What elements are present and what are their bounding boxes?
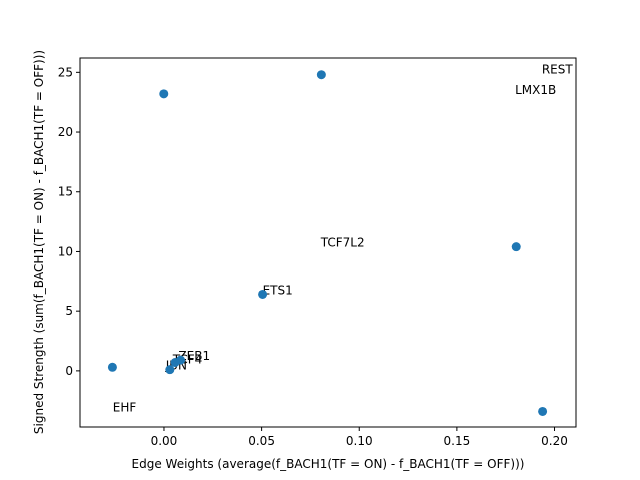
data-point	[538, 406, 548, 416]
point-annotation: EHF	[113, 400, 137, 414]
point-annotation: TCF7L2	[320, 236, 365, 250]
data-point	[258, 289, 268, 299]
y-axis: 0 5 10 15 20 25	[58, 65, 80, 378]
plot-frame	[79, 57, 577, 428]
data-point	[316, 70, 326, 80]
y-tick-label: 10	[58, 244, 73, 258]
y-axis-label: Signed Strength (sum(f_BACH1(TF = ON) - …	[32, 50, 46, 434]
y-tick-label: 25	[58, 65, 73, 79]
x-tick-label: 0.10	[346, 434, 373, 448]
plot-area	[80, 58, 576, 427]
points-layer	[107, 70, 548, 416]
x-tick-label: 0.05	[248, 434, 275, 448]
data-point	[159, 89, 169, 99]
x-tick-label: 0.20	[541, 434, 568, 448]
y-tick-label: 5	[65, 304, 73, 318]
x-tick-label: 0.00	[151, 434, 178, 448]
point-annotation: REST	[542, 63, 574, 77]
x-axis: 0.00 0.05 0.10 0.15 0.20	[151, 427, 568, 448]
y-tick-label: 15	[58, 185, 73, 199]
data-point	[107, 362, 117, 372]
x-axis-label: Edge Weights (average(f_BACH1(TF = ON) -…	[132, 457, 525, 471]
x-tick-label: 0.15	[444, 434, 471, 448]
data-point	[511, 242, 521, 252]
point-annotation: ETS1	[263, 283, 293, 297]
data-point	[165, 365, 175, 375]
point-annotation: LMX1B	[515, 83, 556, 97]
y-tick-label: 0	[65, 364, 73, 378]
data-point	[170, 358, 180, 368]
y-tick-label: 20	[58, 125, 73, 139]
point-annotation: ZEB1	[178, 349, 210, 363]
